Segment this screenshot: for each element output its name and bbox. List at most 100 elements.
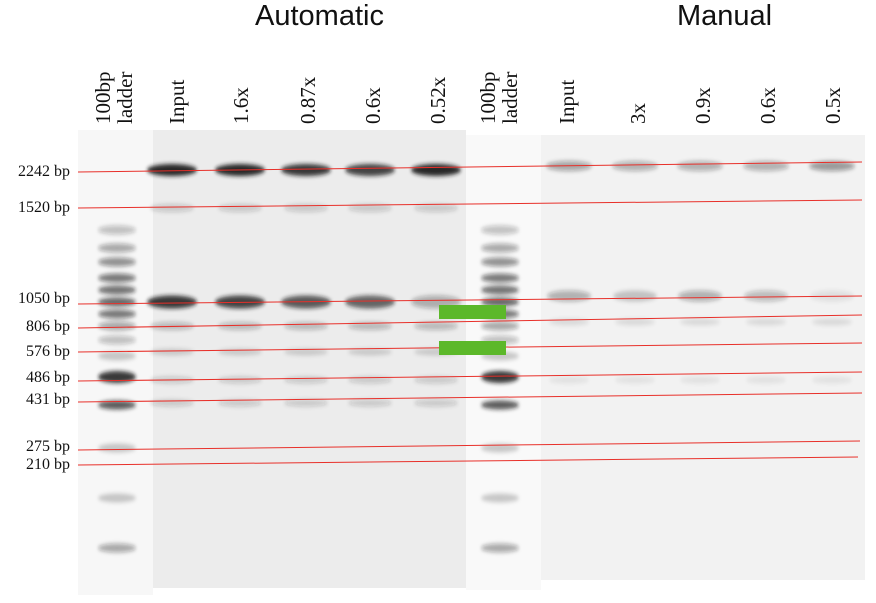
band-man-4-806 <box>812 318 852 326</box>
lane-label-0-6x-manual: 0.6x <box>756 87 780 124</box>
ladder-band-a-2 <box>98 257 136 267</box>
band-man-1-top <box>612 161 658 171</box>
band-man-4-486 <box>812 376 852 384</box>
band-auto-3-1520 <box>348 204 392 212</box>
band-auto-3-806 <box>348 322 392 330</box>
guide-line-1 <box>77 199 863 209</box>
band-auto-2-576 <box>284 348 328 356</box>
band-man-2-top <box>677 161 723 171</box>
guide-line-3 <box>77 314 863 329</box>
guide-line-0 <box>77 161 863 173</box>
band-auto-4-431 <box>414 399 458 407</box>
ladder-band-a-14 <box>98 543 136 553</box>
size-marker-1520: 1520 bp <box>18 199 70 216</box>
band-auto-1-806 <box>218 322 262 330</box>
ladder-band-a-3 <box>98 273 136 283</box>
ladder-band-m-11 <box>481 400 519 410</box>
lane-label-ladder-manual: 100bp ladder <box>476 71 522 125</box>
band-man-3-806 <box>746 318 786 326</box>
band-auto-3-top <box>345 164 395 176</box>
band-auto-3-431 <box>348 399 392 407</box>
band-auto-1-1520 <box>218 204 262 212</box>
ladder-band-m-14 <box>481 543 519 553</box>
size-marker-576: 576 bp <box>26 343 70 360</box>
lane-label-input-manual: Input <box>555 79 579 124</box>
ladder-band-a-1 <box>98 243 136 253</box>
lane-label-0-9x: 0.9x <box>691 87 715 124</box>
lane-label-input-automatic: Input <box>165 79 189 124</box>
band-man-1-806 <box>615 318 655 326</box>
band-auto-0-1050 <box>147 295 197 309</box>
ladder-band-a-5 <box>98 297 136 307</box>
guide-line-7 <box>77 440 861 451</box>
ladder-band-a-7 <box>98 321 136 331</box>
lane-label-0-87x: 0.87x <box>296 76 320 124</box>
band-man-3-1050 <box>744 290 788 302</box>
ladder-band-m-2 <box>481 257 519 267</box>
lane-label-ladder-automatic: 100bp ladder <box>91 71 137 125</box>
band-auto-4-486 <box>414 376 458 384</box>
size-marker-431: 431 bp <box>26 391 70 408</box>
size-marker-275: 275 bp <box>26 438 70 455</box>
highlight-bar-upper <box>439 305 506 319</box>
band-auto-4-1520 <box>414 204 458 212</box>
ladder-band-m-7 <box>481 321 519 331</box>
band-auto-2-top <box>281 164 331 176</box>
band-man-2-486 <box>680 376 720 384</box>
ladder-band-a-6 <box>98 309 136 319</box>
band-man-3-top <box>743 161 789 171</box>
band-auto-0-1520 <box>150 204 194 212</box>
guide-line-2 <box>77 295 863 305</box>
ladder-band-m-1 <box>481 243 519 253</box>
ladder-band-m-0 <box>481 225 519 235</box>
band-auto-2-431 <box>284 399 328 407</box>
band-man-1-486 <box>615 376 655 384</box>
band-auto-0-576 <box>150 348 194 356</box>
lane-label-0-5x: 0.5x <box>821 87 845 124</box>
ladder-band-m-4 <box>481 285 519 295</box>
ladder-band-a-4 <box>98 285 136 295</box>
guide-line-5 <box>77 371 863 382</box>
gel-panel-manual <box>541 135 865 580</box>
lane-label-0-52x: 0.52x <box>426 76 450 124</box>
band-auto-1-486 <box>218 376 262 384</box>
band-auto-2-486 <box>284 376 328 384</box>
band-man-2-1050 <box>678 290 722 302</box>
ladder-band-m-3 <box>481 273 519 283</box>
ladder-band-a-0 <box>98 225 136 235</box>
ladder-band-m-13 <box>481 493 519 503</box>
band-man-0-486 <box>549 376 589 384</box>
size-marker-210: 210 bp <box>26 456 70 473</box>
gel-panel-automatic <box>153 130 466 588</box>
size-marker-1050: 1050 bp <box>18 290 70 307</box>
band-auto-3-576 <box>348 348 392 356</box>
ladder-band-a-8 <box>98 335 136 345</box>
automatic-header: Automatic <box>255 0 384 32</box>
band-auto-0-top <box>147 164 197 176</box>
gel-panel-ladder-manual <box>466 135 541 590</box>
band-man-1-1050 <box>613 290 657 302</box>
manual-header: Manual <box>677 0 773 32</box>
ladder-band-a-13 <box>98 493 136 503</box>
ladder-band-a-9 <box>98 351 136 361</box>
band-auto-3-1050 <box>345 295 395 309</box>
gel-panel-ladder-automatic <box>78 130 153 595</box>
size-marker-806: 806 bp <box>26 318 70 335</box>
band-auto-4-806 <box>414 322 458 330</box>
size-marker-486: 486 bp <box>26 369 70 386</box>
lane-label-1-6x: 1.6x <box>229 87 253 124</box>
size-marker-2242: 2242 bp <box>18 163 70 180</box>
lane-label-3x: 3x <box>626 103 650 124</box>
lane-label-0-6x-automatic: 0.6x <box>361 87 385 124</box>
ladder-band-m-10 <box>481 371 519 383</box>
band-auto-4-top <box>411 164 461 176</box>
band-auto-1-431 <box>218 399 262 407</box>
guide-line-6 <box>77 392 863 403</box>
guide-line-8 <box>77 456 859 466</box>
band-man-4-top <box>809 161 855 171</box>
band-man-0-1050 <box>547 290 591 302</box>
band-man-2-806 <box>680 318 720 326</box>
band-auto-2-806 <box>284 322 328 330</box>
band-man-3-486 <box>746 376 786 384</box>
